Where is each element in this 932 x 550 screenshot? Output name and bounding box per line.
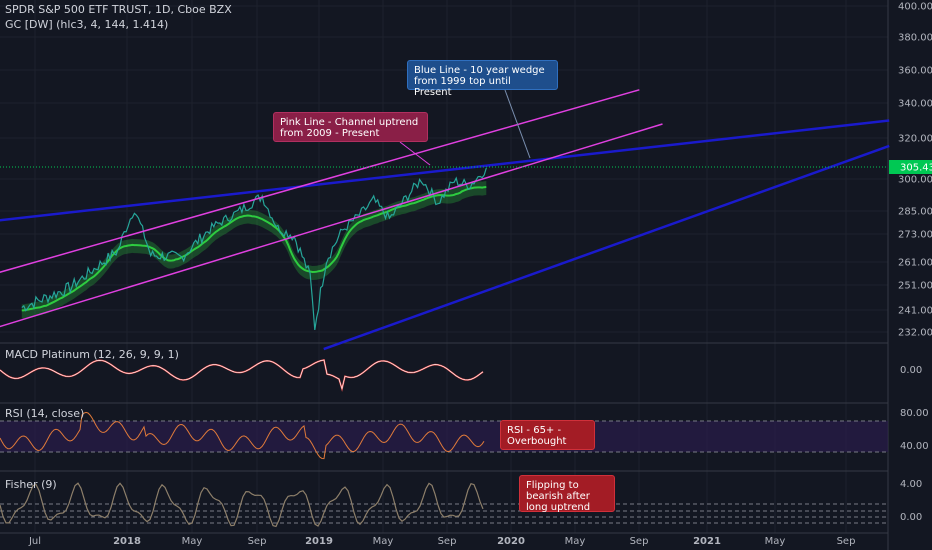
time-tick-label: Sep — [630, 536, 649, 547]
macd-line — [0, 359, 484, 392]
rsi-callout: RSI - 65+ - Overbought — [500, 420, 595, 450]
price-tick-label: 380.00 — [898, 33, 932, 44]
macd-tick-label: 0.00 — [900, 365, 922, 376]
rsi-tick-label: 80.00 — [900, 408, 929, 419]
price-tick-label: 261.00 — [898, 258, 932, 269]
fisher-tick-label: 0.00 — [900, 512, 922, 523]
price-tick-label: 300.00 — [898, 175, 932, 186]
chart-title: SPDR S&P 500 ETF TRUST, 1D, Cboe BZX — [5, 3, 232, 16]
time-tick-label: May — [373, 536, 394, 547]
rsi-band — [0, 421, 888, 452]
pink-channel-bottom — [0, 123, 663, 328]
price-tick-label: 285.00 — [898, 207, 932, 218]
price-tick-label: 340.00 — [898, 99, 932, 110]
pink-callout-pointer — [399, 141, 431, 166]
blue-wedge-bottom — [323, 144, 890, 351]
indicator-axes: 0.00 80.00 40.00 4.00 0.00 — [900, 365, 929, 523]
price-line — [21, 167, 487, 330]
blue-callout-pointer — [504, 89, 531, 159]
last-price-label: 305.43 — [900, 163, 932, 174]
time-tick-label: Sep — [837, 536, 856, 547]
time-tick-label: May — [182, 536, 203, 547]
fisher-tick-label: 4.00 — [900, 479, 922, 490]
macd-panel — [0, 359, 484, 392]
last-price-tag: 305.43 — [889, 160, 932, 174]
pink-channel-top — [0, 89, 640, 273]
fisher-callout: Flipping to bearish after long uptrend — [519, 475, 615, 513]
price-tick-label: 400.00 — [898, 2, 932, 13]
time-axis: Jul 2018 May Sep 2019 May Sep 2020 May Sep 2021 May… — [28, 536, 855, 547]
time-tick-label: Sep — [248, 536, 267, 547]
indicator-label: GC [DW] (hlc3, 4, 144, 1.414) — [5, 18, 169, 31]
rsi-label: RSI (14, close) — [5, 407, 85, 420]
gc-band — [21, 181, 487, 319]
blue-wedge-top — [0, 119, 890, 222]
price-axis: 400.00 380.00 360.00 340.00 320.00 300.00 285.… — [898, 2, 932, 339]
rsi-line — [0, 411, 485, 460]
blue-line-callout: Blue Line - 10 year wedge from 1999 top … — [407, 60, 558, 98]
macd-label: MACD Platinum (12, 26, 9, 9, 1) — [5, 348, 179, 361]
price-tick-label: 320.00 — [898, 134, 932, 145]
price-tick-label: 241.00 — [898, 306, 932, 317]
macd-signal-line — [0, 359, 484, 390]
fisher-levels — [0, 503, 888, 524]
price-tick-label: 360.00 — [898, 66, 932, 77]
time-tick-label: Jul — [28, 536, 41, 547]
time-tick-label: May — [765, 536, 786, 547]
price-tick-label: 232.00 — [898, 328, 932, 339]
price-tick-label: 251.00 — [898, 281, 932, 292]
time-tick-label: May — [565, 536, 586, 547]
time-tick-label: Sep — [438, 536, 457, 547]
trend-lines — [0, 89, 890, 351]
time-tick-label: 2020 — [497, 536, 525, 547]
grid — [0, 0, 888, 533]
gc-band-line — [21, 186, 487, 312]
fisher-line — [0, 482, 484, 528]
time-tick-label: 2019 — [305, 536, 333, 547]
fisher-label: Fisher (9) — [5, 478, 57, 491]
pink-line-callout: Pink Line - Channel uptrend from 2009 - … — [273, 112, 428, 142]
gc-band-fill — [21, 181, 487, 319]
time-tick-label: 2021 — [693, 536, 721, 547]
time-tick-label: 2018 — [113, 536, 141, 547]
rsi-tick-label: 40.00 — [900, 441, 929, 452]
price-tick-label: 273.00 — [898, 230, 932, 241]
